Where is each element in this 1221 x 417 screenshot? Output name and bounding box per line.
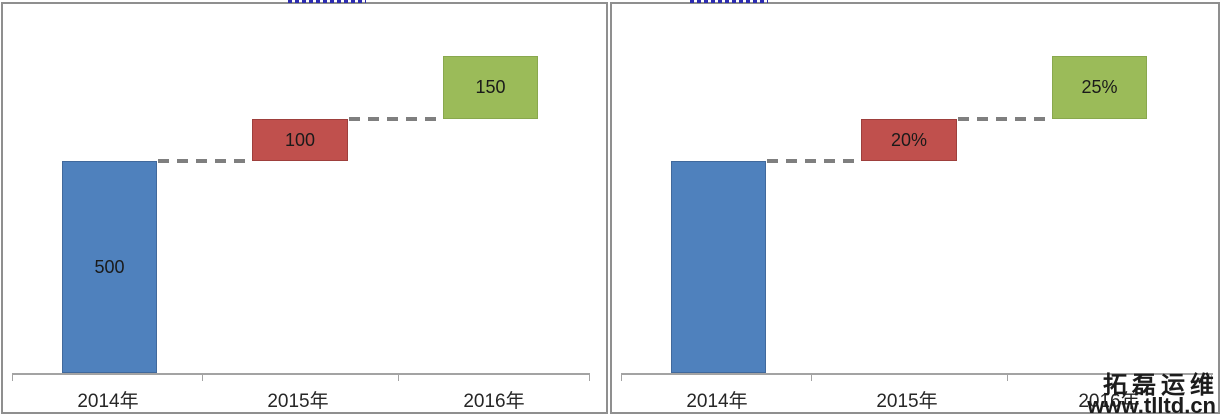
axis-tick — [398, 374, 399, 381]
waterfall-connector-1 — [158, 159, 253, 163]
watermark-url-text: www.tlltd.cn — [1087, 393, 1216, 417]
axis-tick — [811, 374, 812, 381]
x-axis-line — [621, 373, 1213, 375]
bar-data-label: 500 — [94, 256, 125, 277]
bar-data-label: 25% — [1081, 77, 1118, 97]
watermark: 拓磊运维 www.tlltd.cn — [1087, 372, 1219, 417]
x-label-2015: 2015年 — [267, 391, 329, 412]
axis-tick — [621, 374, 622, 381]
x-label-2014: 2014年 — [686, 391, 748, 412]
axis-tick — [12, 374, 13, 381]
truncated-title-dots-right — [690, 0, 768, 3]
waterfall-connector-1 — [767, 159, 862, 163]
x-label-2016: 2016年 — [1078, 391, 1140, 412]
bar-2014-blue: 500 — [62, 161, 157, 373]
bar-data-label: 150 — [475, 77, 506, 97]
axis-tick — [1211, 374, 1212, 381]
x-label-2016: 2016年 — [463, 391, 525, 412]
bar-2016-green: 25% — [1052, 56, 1147, 119]
bar-2015-red: 20% — [861, 119, 957, 161]
bar-data-label: 20% — [890, 129, 928, 150]
waterfall-chart-values: 500 100 150 2014年 2015年 2016年 — [1, 2, 608, 414]
bar-data-label: 100 — [284, 129, 316, 150]
x-label-2015: 2015年 — [876, 391, 938, 412]
waterfall-connector-2 — [958, 117, 1053, 121]
axis-tick — [589, 374, 590, 381]
axis-tick — [1007, 374, 1008, 381]
axis-tick — [202, 374, 203, 381]
x-label-2014: 2014年 — [77, 391, 139, 412]
x-axis-line — [12, 373, 590, 375]
bar-2016-green: 150 — [443, 56, 538, 119]
watermark-brand-text: 拓磊运维 — [1103, 372, 1219, 399]
waterfall-connector-2 — [349, 117, 444, 121]
bar-2015-red: 100 — [252, 119, 348, 161]
truncated-title-dots-left — [288, 0, 366, 3]
bar-2014-blue — [671, 161, 766, 373]
waterfall-chart-percent: 20% 25% 2014年 2015年 2016年 — [610, 2, 1220, 414]
